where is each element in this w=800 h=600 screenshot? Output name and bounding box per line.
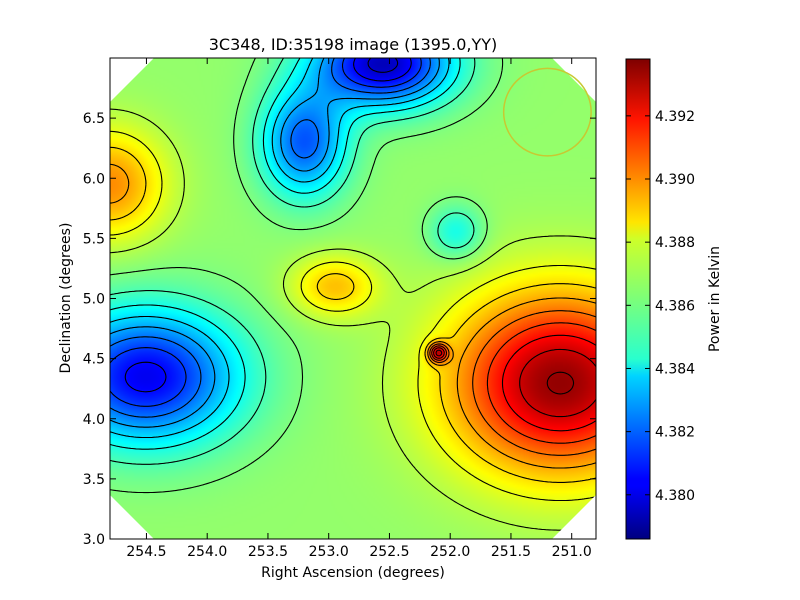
contour-line (110, 108, 596, 531)
plot-area (109, 57, 597, 540)
x-tick-label: 252.5 (369, 544, 409, 560)
x-axis-label: Right Ascension (degrees) (261, 565, 445, 581)
y-tick-label: 5.5 (83, 231, 105, 247)
colorbar-ticks: 4.380 4.382 4.384 4.386 4.388 4.390 4.392 (626, 109, 695, 504)
x-tick-label: 253.5 (248, 544, 288, 560)
x-tick-label: 254.5 (126, 544, 166, 560)
contour-line (367, 58, 399, 73)
y-tick-label: 3.5 (83, 472, 105, 488)
contour-line (546, 371, 575, 395)
colorbar-tick-label: 4.380 (655, 488, 695, 504)
colorbar-gradient (626, 59, 650, 539)
contour-line (110, 146, 596, 483)
y-tick-label: 3.0 (83, 532, 105, 548)
colorbar-tick-label: 4.392 (655, 109, 695, 125)
colorbar-tick-label: 4.384 (655, 361, 695, 377)
marker-circle (502, 67, 592, 157)
contour-line (124, 58, 412, 393)
y-tick-label: 6.5 (83, 111, 105, 127)
y-tick-label: 4.5 (83, 352, 105, 368)
chart-title: 3C348, ID:35198 image (1395.0,YY) (209, 35, 498, 54)
contour-line (110, 58, 422, 407)
x-tick-label: 253.0 (309, 544, 349, 560)
colorbar-tick-label: 4.386 (655, 298, 695, 314)
colorbar-tick-label: 4.382 (655, 425, 695, 441)
colorbar: 4.380 4.382 4.384 4.386 4.388 4.390 4.392 Powe… (625, 58, 723, 540)
heatmap-image (110, 58, 596, 539)
colorbar-label: Power in Kelvin (707, 246, 723, 352)
y-axis-ticks: 3.0 3.5 4.0 4.5 5.0 5.5 6.0 6.5 (83, 111, 596, 548)
contour-line (110, 130, 596, 502)
y-axis-label: Declination (degrees) (58, 223, 74, 374)
contour-line (110, 163, 596, 469)
y-tick-label: 4.0 (83, 412, 105, 428)
contour-line (431, 322, 596, 444)
y-tick-label: 5.0 (83, 292, 105, 308)
x-tick-label: 254.0 (187, 544, 227, 560)
colorbar-tick-label: 4.388 (655, 235, 695, 251)
contour-line (433, 334, 596, 432)
x-tick-label: 252.0 (430, 544, 470, 560)
colorbar-tick-label: 4.390 (655, 172, 695, 188)
contour-line (435, 348, 596, 418)
contour-line (110, 58, 461, 450)
contour-line (110, 58, 504, 494)
contour-line (110, 58, 440, 428)
contour-line (429, 310, 596, 456)
y-tick-label: 6.0 (83, 171, 105, 187)
colorbar-frame (625, 58, 651, 540)
contour-line (110, 58, 450, 439)
contour-line (110, 58, 476, 465)
x-axis-ticks: 254.5 254.0 253.5 253.0 252.5 252.0 251.5 251.0 (126, 58, 592, 560)
x-tick-label: 251.5 (491, 544, 531, 560)
x-tick-label: 251.0 (552, 544, 592, 560)
